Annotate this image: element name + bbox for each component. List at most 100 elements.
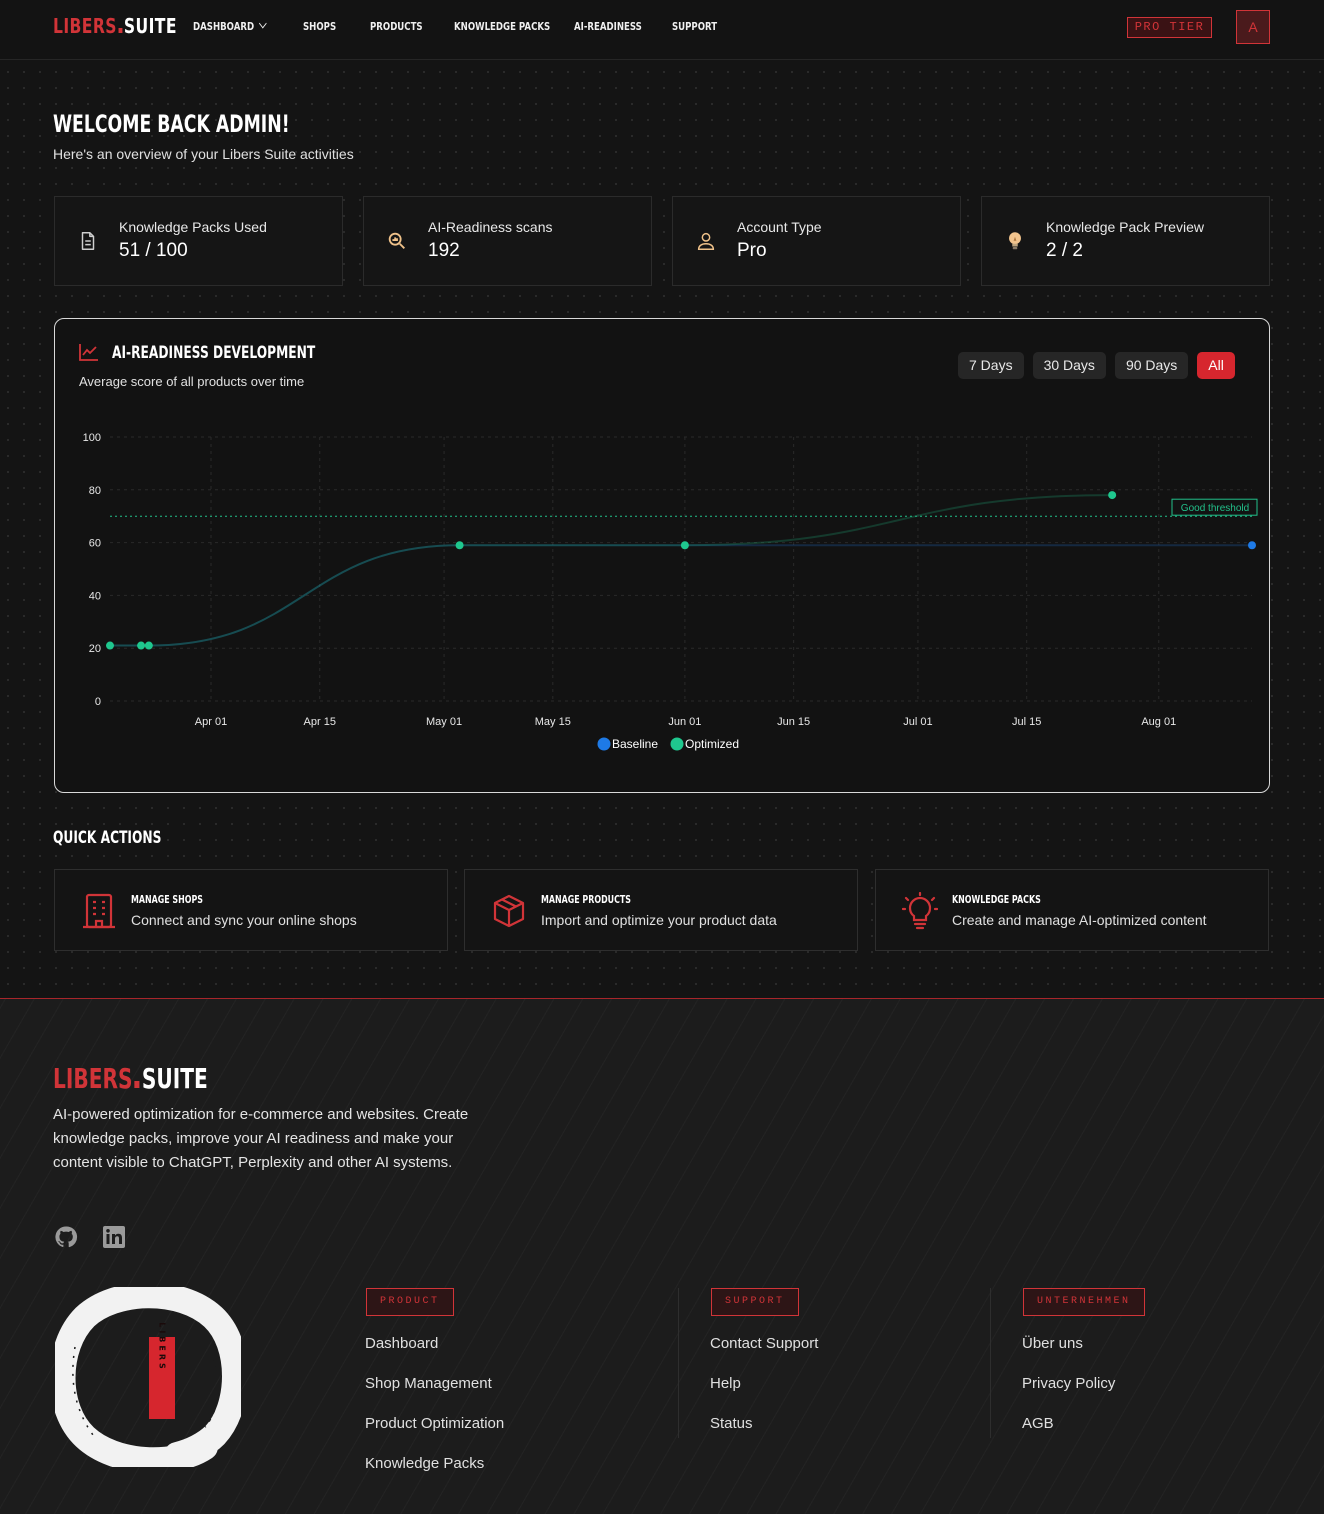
footer-description: AI-powered optimization for e-commerce a… [53, 1106, 469, 1171]
stat-value: 2 / 2 [1046, 240, 1083, 261]
x-tick-label: Jun 15 [777, 716, 810, 728]
box-icon [493, 894, 525, 928]
logo-white-text: SUITE [141, 1062, 208, 1095]
footer-link-agb[interactable]: AGB [1022, 1415, 1054, 1432]
document-icon [81, 232, 95, 250]
stat-card-preview: Knowledge Pack Preview 2 / 2 [981, 196, 1270, 286]
y-tick-label: 20 [89, 643, 101, 655]
nav-products[interactable]: PRODUCTS [370, 20, 423, 33]
x-tick-label: May 15 [535, 716, 571, 728]
logo-white-text: SUITE [123, 14, 177, 38]
top-nav: LIBERS SUITE DASHBOARD SHOPS PRODUCTS KNO… [0, 0, 1324, 60]
chart-title: AI-READINESS DEVELOPMENT [112, 343, 316, 363]
footer-divider [990, 1288, 991, 1438]
footer-logo[interactable]: LIBERS SUITE [53, 1062, 208, 1095]
x-tick-label: Jun 01 [668, 716, 701, 728]
x-tick-label: Jul 15 [1012, 716, 1041, 728]
action-title: KNOWLEDGE PACKS [952, 893, 1041, 906]
stat-label: Knowledge Packs Used [119, 219, 267, 235]
legend-marker-baseline [597, 737, 611, 751]
logo-red-text: LIBERS [53, 1062, 133, 1095]
nav-shops[interactable]: SHOPS [303, 20, 337, 33]
action-title: MANAGE SHOPS [131, 893, 204, 906]
footer-link-product-optimization[interactable]: Product Optimization [365, 1415, 505, 1432]
y-tick-label: 80 [89, 485, 101, 497]
x-tick-label: Apr 01 [195, 716, 227, 728]
range-30-days-button[interactable]: 30 Days [1032, 352, 1106, 379]
line-chart-icon [79, 344, 98, 361]
avatar[interactable]: A [1236, 10, 1270, 44]
stat-card-account: Account Type Pro [672, 196, 961, 286]
footer-link-dashboard[interactable]: Dashboard [365, 1335, 439, 1352]
footer-link-help[interactable]: Help [710, 1375, 741, 1392]
knowledge-packs-card[interactable]: KNOWLEDGE PACKS Create and manage AI-opt… [875, 869, 1269, 951]
manage-shops-card[interactable]: MANAGE SHOPS Connect and sync your onlin… [54, 869, 448, 951]
manage-products-card[interactable]: MANAGE PRODUCTS Import and optimize your… [464, 869, 858, 951]
chevron-down-icon [259, 18, 267, 29]
footer-badge-product: PRODUCT [366, 1288, 454, 1316]
stat-card-knowledge-packs: Knowledge Packs Used 51 / 100 [54, 196, 343, 286]
x-tick-label: Aug 01 [1141, 716, 1176, 728]
footer-link-contact-support[interactable]: Contact Support [710, 1335, 819, 1352]
legend-label-optimized: Optimized [685, 737, 739, 751]
range-all-button[interactable]: All [1197, 352, 1235, 379]
logo-dot [118, 28, 123, 33]
linkedin-icon[interactable] [102, 1225, 126, 1249]
ai-readiness-chart-card: AI-READINESS DEVELOPMENT Average score o… [54, 318, 1270, 793]
stat-label: AI-Readiness scans [428, 219, 553, 235]
action-desc: Create and manage AI-optimized content [952, 912, 1207, 928]
github-icon[interactable] [54, 1225, 78, 1249]
nav-dashboard-label: DASHBOARD [193, 20, 255, 33]
page-title: WELCOME BACK ADMIN! [53, 110, 290, 138]
range-90-days-button[interactable]: 90 Days [1114, 352, 1189, 379]
logo-dot [134, 1081, 140, 1088]
y-tick-label: 60 [89, 538, 101, 550]
footer-link-privacy[interactable]: Privacy Policy [1022, 1375, 1116, 1392]
range-7-days-button[interactable]: 7 Days [958, 352, 1024, 379]
data-point-optimized [455, 541, 464, 550]
lightbulb-icon [902, 892, 938, 930]
x-tick-label: Jul 01 [903, 716, 932, 728]
data-point-optimized [680, 541, 689, 550]
action-desc: Import and optimize your product data [541, 912, 777, 928]
stat-card-scans: AI-Readiness scans 192 [363, 196, 652, 286]
scan-search-icon [388, 232, 405, 249]
action-desc: Connect and sync your online shops [131, 912, 357, 928]
brand-logo[interactable]: LIBERS SUITE [53, 14, 177, 38]
data-point-baseline [1248, 541, 1256, 550]
data-point-optimized [144, 641, 153, 650]
page-subtitle: Here's an overview of your Libers Suite … [53, 146, 354, 162]
threshold-label-box [1171, 498, 1258, 516]
stat-value: 51 / 100 [119, 240, 188, 261]
stat-label: Account Type [737, 219, 822, 235]
y-tick-label: 100 [83, 432, 101, 444]
series-line-optimized [109, 494, 1113, 647]
footer-divider [678, 1288, 679, 1438]
x-tick-label: May 01 [426, 716, 462, 728]
nav-support[interactable]: SUPPORT [672, 20, 718, 33]
enso-seal-logo: LIBERS [55, 1287, 241, 1467]
data-point-optimized [137, 641, 146, 650]
footer-link-status[interactable]: Status [710, 1415, 753, 1432]
footer-link-about[interactable]: Über uns [1022, 1335, 1083, 1352]
footer-link-shop-management[interactable]: Shop Management [365, 1375, 492, 1392]
tier-badge: PRO TIER [1127, 17, 1212, 38]
action-title: MANAGE PRODUCTS [541, 893, 631, 906]
seal-text: LIBERS [158, 1322, 167, 1372]
building-icon [83, 893, 115, 929]
data-point-optimized [1108, 491, 1117, 500]
legend-marker-optimized [670, 737, 684, 751]
nav-ai-readiness[interactable]: AI-READINESS [574, 20, 642, 33]
data-point-optimized [106, 641, 114, 650]
footer-link-knowledge-packs[interactable]: Knowledge Packs [365, 1455, 485, 1472]
y-tick-label: 40 [89, 590, 101, 602]
quick-actions-title: QUICK ACTIONS [53, 828, 162, 848]
lightbulb-icon [1009, 232, 1021, 250]
nav-dashboard[interactable]: DASHBOARD [193, 18, 267, 33]
logo-red-text: LIBERS [53, 14, 117, 38]
nav-knowledge-packs[interactable]: KNOWLEDGE PACKS [454, 20, 551, 33]
ai-readiness-chart: 0 20 40 60 80 100 Apr 01 Apr 15 May 01 May 15 Jun … [83, 432, 1258, 751]
series-line-baseline [109, 544, 1252, 647]
user-icon [697, 232, 715, 250]
chart-subtitle: Average score of all products over time [79, 374, 305, 389]
